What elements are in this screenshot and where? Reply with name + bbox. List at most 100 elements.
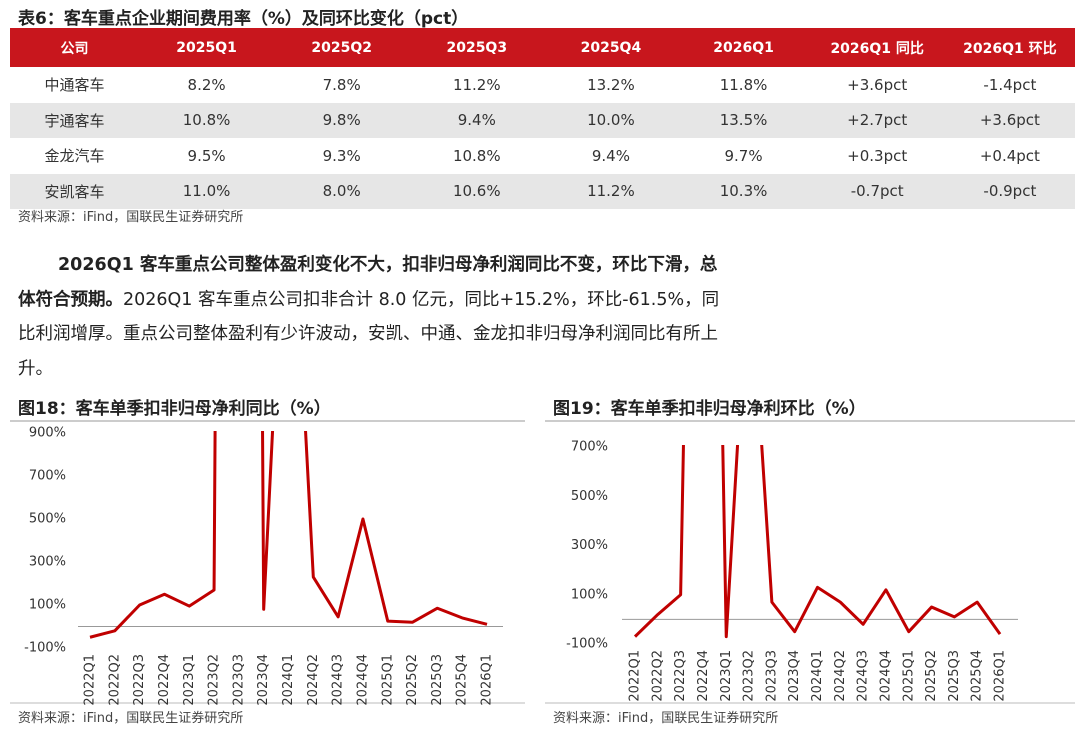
table-cell: 8.2%	[187, 75, 226, 94]
y-tick-label: 700%	[571, 440, 608, 455]
data-line	[633, 445, 1002, 639]
x-tick-label: 2023Q3	[764, 650, 779, 702]
para-text: 2026Q1 客车重点公司扣非合计 8.0 亿元，同比+15.2%，环比-61.…	[18, 289, 720, 379]
x-tick-label: 2024Q2	[306, 654, 321, 706]
table-cell: 9.3%	[322, 146, 361, 165]
table-cell: 9.4%	[409, 102, 545, 138]
table-row: 安凯客车 11.0% 8.0% 10.6% 11.2% 10.3% -0.7pct -0.9p…	[10, 173, 1075, 209]
x-tick-label: 2022Q2	[107, 654, 122, 706]
x-tick-label: 2025Q4	[455, 654, 470, 706]
table-cell: 10.8%	[452, 146, 501, 165]
x-tick-label: 2022Q4	[157, 654, 172, 706]
table-cell: -0.9pct	[944, 173, 1075, 209]
header-cell: 公司	[10, 28, 140, 67]
header-row: 公司 2025Q1 2025Q2 2025Q3 2025Q4 2026Q1 2026Q1 同…	[10, 28, 1075, 67]
header-cell: 2025Q3	[409, 28, 545, 67]
table-cell: 10.6%	[409, 173, 545, 209]
chart-title: 图19：客车单季扣非归母净利环比（%）	[553, 399, 866, 419]
chart-title: 图18：客车单季扣非归母净利同比（%）	[18, 399, 331, 419]
y-tick-label: 500%	[29, 512, 66, 527]
x-tick-label: 2023Q2	[207, 654, 222, 706]
table-title: 表6：客车重点企业期间费用率（%）及同环比变化（pct）	[18, 9, 469, 29]
table-cell: 8.0%	[274, 173, 410, 209]
table-cell: 11.0%	[139, 173, 275, 209]
table-cell: 金龙汽车	[44, 147, 105, 166]
y-tick-label: -100%	[24, 641, 66, 656]
x-tick-label: 2024Q1	[281, 654, 296, 706]
table-cell: +3.6pct	[944, 102, 1075, 138]
header-cell: 2025Q1	[139, 28, 275, 67]
paragraph: 2026Q1 客车重点公司整体盈利变化不大，扣非归母净利润同比不变，环比下滑，总…	[18, 248, 733, 386]
x-tick-label: 2025Q3	[947, 650, 962, 702]
y-tick-label: -100%	[566, 637, 608, 652]
x-tick-label: 2022Q1	[83, 654, 98, 706]
y-tick-label: 500%	[571, 489, 608, 504]
table-cell: 11.8%	[719, 75, 768, 94]
x-tick-label: 2022Q4	[696, 650, 711, 702]
x-tick-label: 2023Q4	[256, 654, 271, 706]
x-tick-label: 2024Q4	[355, 654, 370, 706]
y-tick-label: 300%	[571, 538, 608, 553]
y-tick-label: 100%	[571, 587, 608, 602]
table-cell: 11.2%	[452, 75, 501, 94]
x-tick-label: 2025Q4	[970, 650, 985, 702]
x-tick-label: 2024Q3	[856, 650, 871, 702]
header-cell: 2026Q1 同比	[809, 28, 945, 67]
chart-source: 资料来源：iFind，国联民生证券研究所	[553, 711, 779, 726]
table-cell: 9.5%	[187, 146, 226, 165]
table-cell: 9.8%	[274, 102, 410, 138]
header-cell: 2025Q4	[544, 28, 678, 67]
x-tick-label: 2023Q4	[787, 650, 802, 702]
x-tick-label: 2024Q3	[331, 654, 346, 706]
header-cell: 2026Q1 环比	[944, 28, 1075, 67]
y-tick-label: 100%	[29, 598, 66, 613]
x-tick-label: 2022Q3	[132, 654, 147, 706]
table-cell: 中通客车	[44, 76, 105, 95]
chart-source: 资料来源：iFind，国联民生证券研究所	[18, 711, 244, 726]
y-tick-label: 900%	[29, 426, 66, 441]
table: 公司 2025Q1 2025Q2 2025Q3 2025Q4 2026Q1 2026Q1 同…	[10, 28, 1075, 209]
table-cell: 宇通客车	[10, 102, 140, 138]
table-cell: 10.0%	[544, 102, 678, 138]
x-tick-label: 2022Q3	[673, 650, 688, 702]
table-cell: 7.8%	[322, 75, 361, 94]
x-tick-label: 2025Q2	[924, 650, 939, 702]
header-cell: 2026Q1	[677, 28, 810, 67]
x-tick-label: 2024Q4	[878, 650, 893, 702]
x-tick-label: 2023Q1	[719, 650, 734, 702]
table-cell: 安凯客车	[10, 173, 140, 209]
data-line	[89, 431, 488, 639]
table-cell: 13.5%	[677, 102, 810, 138]
x-tick-label: 2023Q1	[182, 654, 197, 706]
x-tick-label: 2023Q2	[742, 650, 757, 702]
table-cell: 9.7%	[724, 146, 763, 165]
x-tick-label: 2022Q1	[628, 650, 643, 702]
x-tick-label: 2025Q2	[405, 654, 420, 706]
x-tick-label: 2026Q1	[480, 654, 495, 706]
table-cell: 10.3%	[677, 173, 810, 209]
table-cell: 11.2%	[544, 173, 678, 209]
table-row: 宇通客车 10.8% 9.8% 9.4% 10.0% 13.5% +2.7pct +3.6pc…	[10, 102, 1075, 138]
table-cell: +3.6pct	[847, 75, 908, 94]
table-source: 资料来源：iFind，国联民生证券研究所	[18, 210, 244, 225]
x-tick-label: 2024Q1	[810, 650, 825, 702]
para-bold: 2026Q1 客车重点公司整体盈利变化不大，扣非归母净利润同比不变，环比下滑，总…	[18, 255, 718, 310]
x-tick-label: 2025Q1	[380, 654, 395, 706]
x-tick-label: 2024Q2	[833, 650, 848, 702]
table-cell: 10.8%	[139, 102, 275, 138]
x-tick-label: 2023Q3	[231, 654, 246, 706]
table-cell: -0.7pct	[809, 173, 945, 209]
table-cell: +2.7pct	[809, 102, 945, 138]
x-tick-label: 2025Q1	[901, 650, 916, 702]
y-tick-label: 300%	[29, 555, 66, 570]
table-cell: +0.3pct	[847, 146, 908, 165]
header-cell: 2025Q2	[274, 28, 410, 67]
table-cell: 9.4%	[591, 146, 630, 165]
x-tick-label: 2025Q3	[430, 654, 445, 706]
table-cell: 13.2%	[587, 75, 635, 94]
y-tick-label: 700%	[29, 469, 66, 484]
x-tick-label: 2022Q2	[650, 650, 665, 702]
table-row: 金龙汽车 9.5% 9.3% 10.8% 9.4% 9.7% +0.3pct +0.4pct	[10, 138, 1075, 174]
